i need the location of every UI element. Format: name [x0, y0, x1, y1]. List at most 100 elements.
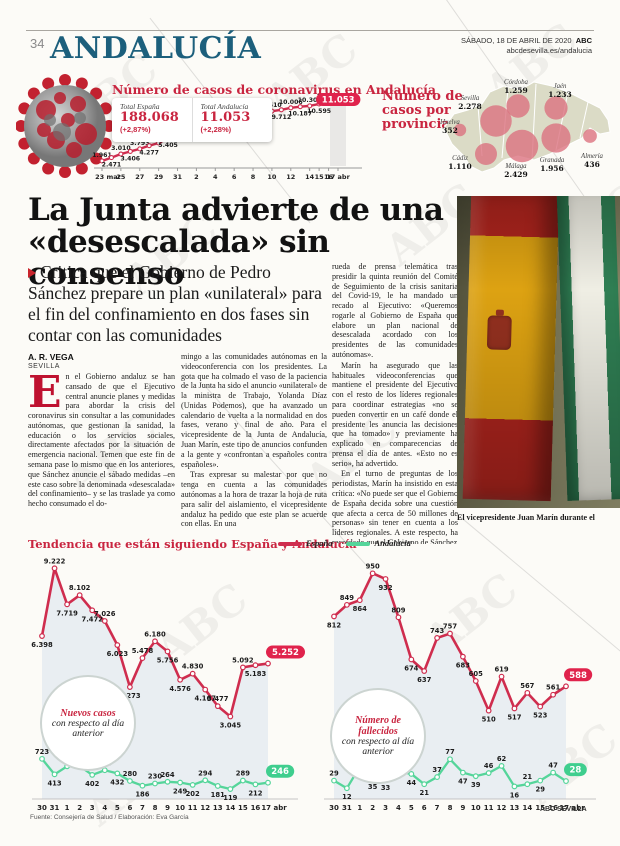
- x-tick-label: 13: [213, 804, 223, 812]
- byline: A. R. VEGA: [28, 352, 74, 362]
- point-value: 6.180: [144, 630, 166, 638]
- virus-shadow-blob: [74, 112, 86, 124]
- data-point: [146, 143, 152, 149]
- data-point: [189, 670, 196, 677]
- total-andalucia-value: 11.053: [200, 110, 251, 125]
- point-value: 10.006: [279, 99, 303, 106]
- point-value: 743: [430, 627, 444, 635]
- point-value: 21: [523, 773, 533, 781]
- annotation-rest: con respecto al día anterior: [51, 718, 125, 739]
- x-tick-label: 30: [37, 804, 47, 812]
- legend-andalucia: Andalucía: [346, 538, 411, 548]
- data-point: [51, 565, 58, 572]
- data-point: [214, 783, 221, 789]
- data-point: [537, 703, 544, 710]
- province-name: Granada: [540, 157, 565, 164]
- point-value: 119: [223, 794, 237, 802]
- annotation-new-cases: Nuevos casos con respecto al día anterio…: [40, 675, 136, 771]
- point-value: 517: [507, 713, 521, 721]
- point-value: 7.472: [81, 615, 103, 623]
- province-value: 352: [442, 126, 458, 135]
- total-spain: Total España 188.068 (+2,87%): [112, 98, 192, 142]
- legend-espana: España: [278, 538, 332, 548]
- data-point: [343, 785, 350, 792]
- point-value: 510: [482, 716, 496, 724]
- data-point: [421, 668, 428, 674]
- point-value: 932: [378, 584, 392, 592]
- province-name: Jaén: [554, 83, 567, 90]
- province-bubble: [453, 123, 467, 137]
- end-badge: [564, 668, 593, 682]
- x-tick-label: 1: [357, 804, 362, 812]
- point-value: 186: [135, 791, 149, 799]
- point-value: 4.277: [139, 150, 159, 157]
- headline-line: La Junta advierte de una: [28, 192, 444, 228]
- body-text: Tras expresar su malestar por que no ten…: [181, 470, 327, 529]
- photo-flags: [457, 196, 620, 508]
- virus-blob: [75, 123, 97, 145]
- x-tick-label: 14: [522, 804, 532, 812]
- point-value: 4.273: [119, 692, 141, 700]
- x-tick-label: 11: [484, 804, 494, 812]
- province-value: 2.278: [458, 102, 482, 111]
- data-point: [356, 597, 363, 604]
- data-point: [498, 763, 505, 769]
- total-spain-value: 188.068: [120, 110, 179, 125]
- byline-city: SEVILLA: [28, 363, 60, 370]
- data-point: [101, 618, 108, 624]
- map-title-line: casos por: [382, 103, 451, 119]
- data-point: [550, 691, 557, 698]
- totals-box: Total España 188.068 (+2,87%) Total Anda…: [112, 98, 272, 142]
- x-tick-label: 23 mar: [95, 173, 121, 181]
- point-value: 35: [368, 783, 378, 791]
- point-value: 950: [366, 562, 380, 570]
- point-value: 33: [381, 784, 391, 792]
- point-value: 5.478: [132, 647, 154, 655]
- legend-andalucia-swatch-icon: [346, 542, 371, 547]
- x-tick-label: 12: [200, 804, 210, 812]
- x-tick-label: 9: [460, 804, 465, 812]
- x-tick-label: 29: [154, 173, 164, 181]
- province-value: 1.233: [548, 90, 572, 99]
- x-tick-label: 17 abr: [326, 173, 350, 181]
- data-point: [524, 781, 531, 788]
- x-tick-label: 14: [225, 804, 235, 812]
- point-value: 47: [458, 778, 468, 786]
- end-badge-value: 588: [569, 671, 587, 681]
- x-tick-label: 12: [286, 173, 295, 181]
- province-value: 2.429: [504, 170, 528, 179]
- data-point: [101, 767, 108, 774]
- x-tick-label: 4: [102, 804, 107, 812]
- data-point: [39, 755, 45, 762]
- data-point: [265, 660, 271, 667]
- data-point: [297, 104, 303, 110]
- data-point: [164, 778, 171, 785]
- subhead-text: Critica que el Gobierno de Pedro Sánchez…: [28, 262, 322, 345]
- data-point: [126, 684, 133, 690]
- point-value: 674: [404, 664, 418, 672]
- subhead: Critica que el Gobierno de Pedro Sánchez…: [28, 262, 324, 346]
- province-name: Sevilla: [461, 95, 480, 102]
- province-bubble: [505, 129, 539, 163]
- point-value: 4.167: [194, 695, 216, 703]
- point-value: 9.222: [44, 557, 66, 565]
- total-andalucia-delta: (+2,28%): [200, 125, 232, 135]
- province-bubble: [541, 123, 571, 153]
- map-title: Número de casos por provincias: [382, 89, 463, 132]
- virus-spike: [42, 77, 55, 90]
- virus-shadow-blob: [44, 114, 56, 126]
- point-value: 5.405: [158, 142, 178, 149]
- point-value: 3.477: [207, 695, 229, 703]
- point-value: 9.510: [262, 102, 282, 109]
- page-number: 34: [30, 36, 45, 51]
- virus-spike: [42, 162, 55, 175]
- headline: La Junta advierte de una «desescalada» s…: [28, 194, 460, 291]
- point-value: 683: [456, 662, 470, 670]
- data-point: [51, 771, 58, 778]
- total-andalucia-label: Total Andalucía: [200, 102, 249, 111]
- data-point: [239, 664, 246, 671]
- virus-spike: [75, 77, 88, 90]
- end-badge: [564, 763, 587, 777]
- x-tick-label: 3: [383, 804, 388, 812]
